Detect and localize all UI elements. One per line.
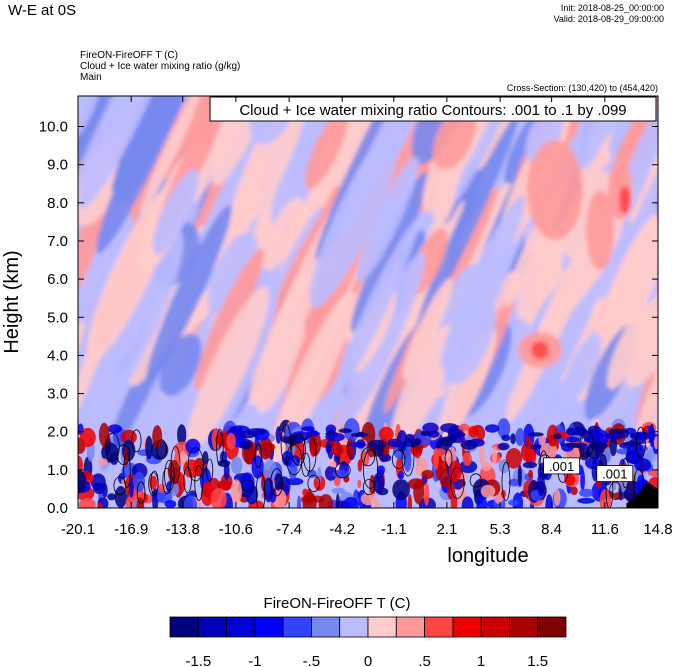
contour-info-box: Cloud + Ice water mixing ratio Contours:… xyxy=(209,96,657,122)
colorbar-swatch xyxy=(169,616,199,638)
colorbar-swatch xyxy=(424,616,454,638)
colorbar-swatch xyxy=(282,616,312,638)
y-tick-label: 4.0 xyxy=(47,347,68,364)
colorbar-swatch xyxy=(197,616,228,638)
colorbar: -1.5 -1 -.5 0 .5 1 1.5 xyxy=(169,616,567,667)
y-tick-label: 0.0 xyxy=(47,500,68,517)
y-tick-label: 9.0 xyxy=(47,157,68,174)
y-tick-label: 2.0 xyxy=(47,424,68,441)
colorbar-swatch xyxy=(339,616,369,638)
x-tick-label: -10.6 xyxy=(219,521,253,538)
colorbar-tick-label: .5 xyxy=(418,653,431,667)
x-tick-label: -20.1 xyxy=(61,521,95,538)
y-tick-label: 8.0 xyxy=(47,195,68,212)
colorbar-tick-label: -1 xyxy=(248,653,261,667)
temperature-difference-field xyxy=(78,96,658,508)
colorbar-swatch xyxy=(395,616,425,638)
cross-section-label: Cross-Section: (130,420) to (454,420) xyxy=(506,83,658,93)
x-tick-label: 14.8 xyxy=(643,521,672,538)
y-tick-label: 1.0 xyxy=(47,462,68,479)
contour-label: .001 xyxy=(549,459,574,474)
colorbar-swatch xyxy=(480,616,510,638)
x-tick-label: 5.3 xyxy=(490,521,511,538)
colorbar-tick-label: 1 xyxy=(477,653,485,667)
colorbar-tick-label: -1.5 xyxy=(185,653,211,667)
y-tick-label: 10.0 xyxy=(39,119,68,136)
contour-label-box xyxy=(543,457,580,475)
colorbar-swatch xyxy=(226,616,256,638)
subtitle-temperature: FireON-FireOFF T (C) xyxy=(80,50,178,61)
plot-frame xyxy=(77,95,659,509)
colorbar-swatch xyxy=(310,616,341,638)
colorbar-swatch xyxy=(537,616,567,638)
terrain-mask xyxy=(626,483,658,508)
x-tick-label: -16.9 xyxy=(114,521,148,538)
x-tick-label: 11.6 xyxy=(591,521,619,538)
x-tick-label: -1.1 xyxy=(381,521,407,538)
colorbar-tick-label: 1.5 xyxy=(527,653,548,667)
colorbar-swatch xyxy=(508,616,539,638)
contour-label-box xyxy=(596,465,634,483)
contour-label: .001 xyxy=(602,467,627,482)
colorbar-tick-label: 0 xyxy=(364,653,372,667)
x-tick-label: 2.1 xyxy=(436,521,457,538)
y-tick-label: 6.0 xyxy=(47,271,68,288)
init-time: Init: 2018-08-25_00:00:00 xyxy=(560,3,664,13)
colorbar-swatch xyxy=(367,616,397,638)
x-axis-title: longitude xyxy=(447,545,528,567)
y-tick-label: 3.0 xyxy=(47,386,68,403)
colorbar-tick-label: -.5 xyxy=(303,653,321,667)
colorbar-swatch xyxy=(254,616,284,638)
x-tick-label: -13.8 xyxy=(166,521,200,538)
chart-title: Cloud + Ice water mixing ratio Contours:… xyxy=(239,102,626,119)
subtitle-domain: Main xyxy=(80,72,102,83)
x-tick-label: 8.4 xyxy=(541,521,562,538)
y-tick-label: 5.0 xyxy=(47,309,68,326)
y-axis-title: Height (km) xyxy=(1,250,23,353)
x-tick-label: -4.2 xyxy=(329,521,355,538)
colorbar-swatch xyxy=(452,616,482,638)
valid-time: Valid: 2018-08-29_09:00:00 xyxy=(553,14,664,24)
colorbar-title: FireON-FireOFF T (C) xyxy=(263,595,411,612)
x-tick-label: -7.4 xyxy=(276,521,302,538)
subtitle-mixing-ratio: Cloud + Ice water mixing ratio (g/kg) xyxy=(80,61,241,72)
y-tick-label: 7.0 xyxy=(47,233,68,250)
page-title: W-E at 0S xyxy=(8,2,77,19)
